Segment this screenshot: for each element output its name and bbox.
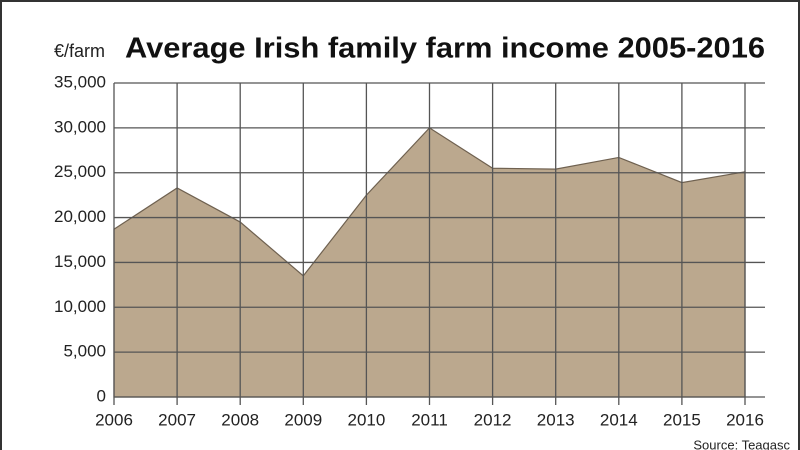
x-tick-label: 2007 xyxy=(158,410,196,429)
x-tick-label: 2012 xyxy=(474,410,512,429)
y-axis-label: €/farm xyxy=(54,41,105,61)
x-tick-label: 2010 xyxy=(347,410,385,429)
x-tick-label: 2006 xyxy=(95,410,133,429)
y-tick-label: 25,000 xyxy=(54,162,106,181)
y-tick-label: 10,000 xyxy=(54,297,106,316)
x-tick-label: 2011 xyxy=(411,410,448,429)
chart-title: Average Irish family farm income 2005-20… xyxy=(125,33,765,65)
y-tick-label: 20,000 xyxy=(54,207,106,226)
x-tick-label: 2013 xyxy=(537,410,575,429)
y-tick-label: 30,000 xyxy=(54,117,106,136)
y-tick-label: 5,000 xyxy=(63,342,106,361)
x-tick-label: 2015 xyxy=(663,410,701,429)
x-tick-label: 2009 xyxy=(284,410,322,429)
y-tick-label: 15,000 xyxy=(54,252,106,271)
x-tick-label: 2014 xyxy=(600,410,638,429)
y-tick-label: 0 xyxy=(97,386,106,405)
y-tick-label: 35,000 xyxy=(54,72,106,91)
x-tick-label: 2016 xyxy=(726,410,764,429)
x-tick-label: 2008 xyxy=(221,410,259,429)
source: Source: Teagasc xyxy=(693,437,790,450)
